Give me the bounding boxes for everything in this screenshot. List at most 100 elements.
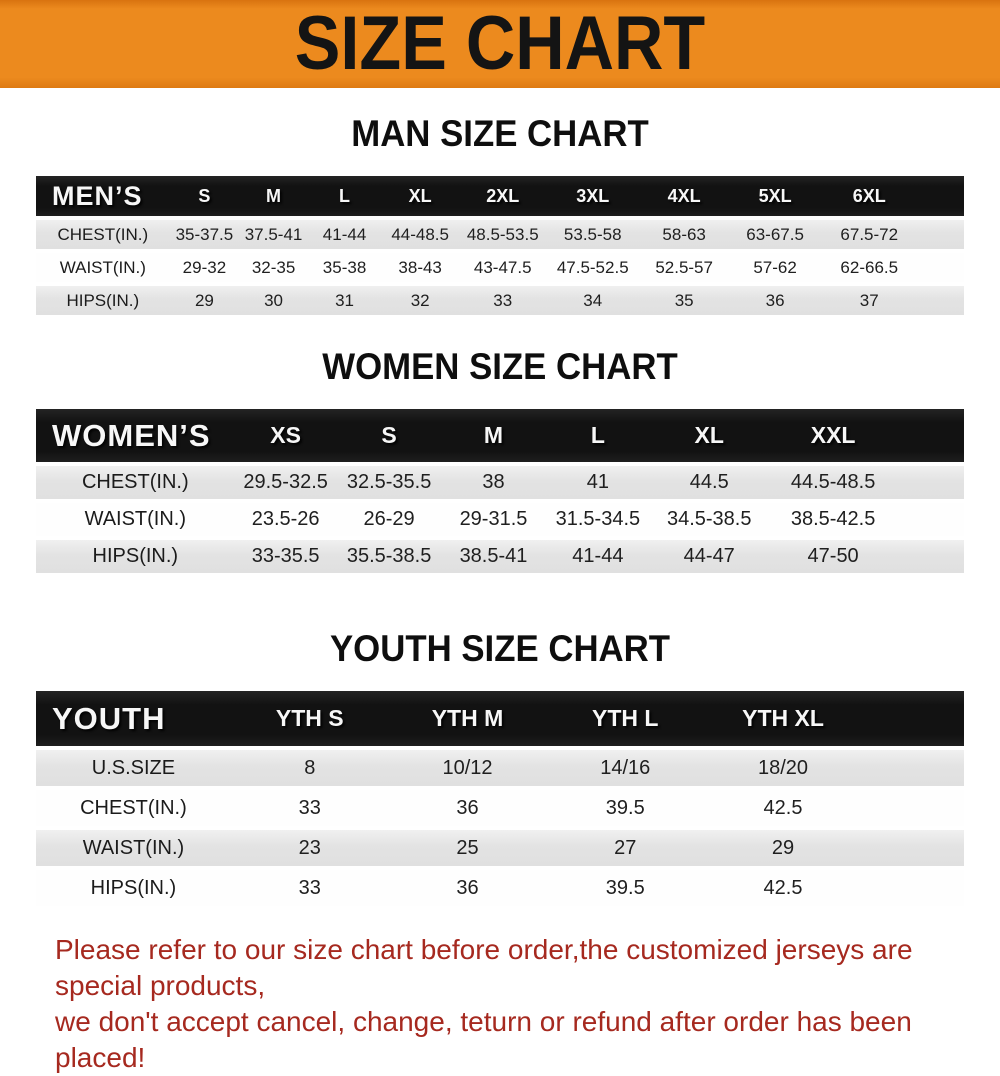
size-value-cell: 67.5-72 bbox=[821, 220, 918, 249]
row-filler-cell bbox=[861, 790, 964, 826]
size-value-cell: 36 bbox=[388, 790, 547, 826]
size-header-cell: YTH S bbox=[230, 691, 389, 746]
row-filler-cell bbox=[861, 750, 964, 786]
row-label: WAIST(IN.) bbox=[36, 830, 231, 866]
size-header-cell: M bbox=[239, 176, 308, 216]
size-value-cell: 44.5 bbox=[650, 466, 769, 499]
table-corner-label: YOUTH bbox=[36, 691, 231, 746]
size-value-cell: 29.5-32.5 bbox=[234, 466, 337, 499]
youth-table-header-row: YOUTH YTH S YTH M YTH L YTH XL bbox=[36, 691, 964, 746]
note-line-2: we don't accept cancel, change, teturn o… bbox=[55, 1006, 912, 1073]
size-value-cell: 52.5-57 bbox=[639, 253, 730, 282]
size-value-cell: 34.5-38.5 bbox=[650, 503, 769, 536]
youth-section-title: YOUTH SIZE CHART bbox=[329, 628, 671, 669]
row-filler-cell bbox=[898, 503, 964, 536]
size-value-cell: 33-35.5 bbox=[234, 540, 337, 573]
row-label: CHEST(IN.) bbox=[36, 790, 231, 826]
header-filler-cell bbox=[861, 691, 964, 746]
size-value-cell: 38.5-41 bbox=[441, 540, 546, 573]
size-value-cell: 35 bbox=[639, 286, 730, 315]
row-label: HIPS(IN.) bbox=[36, 286, 170, 315]
women-table-header-row: WOMEN’S XS S M L XL XXL bbox=[36, 409, 964, 462]
row-filler-cell bbox=[917, 220, 964, 249]
size-value-cell: 31.5-34.5 bbox=[545, 503, 651, 536]
size-value-cell: 43-47.5 bbox=[459, 253, 547, 282]
size-header-cell: XL bbox=[650, 409, 769, 462]
size-value-cell: 44-47 bbox=[650, 540, 769, 573]
size-value-cell: 33 bbox=[230, 870, 389, 906]
table-row: WAIST(IN.) 23.5-26 26-29 29-31.5 31.5-34.5 34… bbox=[36, 503, 964, 536]
size-header-cell: L bbox=[307, 176, 382, 216]
row-filler-cell bbox=[861, 830, 964, 866]
row-filler-cell bbox=[861, 870, 964, 906]
size-value-cell: 58-63 bbox=[639, 220, 730, 249]
size-value-cell: 42.5 bbox=[704, 790, 862, 826]
page-title: SIZE CHART bbox=[294, 1, 706, 86]
size-value-cell: 35-38 bbox=[307, 253, 382, 282]
women-size-table: WOMEN’S XS S M L XL XXL CHEST(IN.) 29.5-32.5 32.… bbox=[36, 405, 964, 577]
row-label: WAIST(IN.) bbox=[36, 253, 170, 282]
table-row: CHEST(IN.) 35-37.5 37.5-41 41-44 44-48.5 48.5… bbox=[36, 220, 964, 249]
table-row: HIPS(IN.) 33-35.5 35.5-38.5 38.5-41 41-44 44-… bbox=[36, 540, 964, 573]
row-label: WAIST(IN.) bbox=[36, 503, 235, 536]
table-row: WAIST(IN.) 29-32 32-35 35-38 38-43 43-47.5 47.… bbox=[36, 253, 964, 282]
table-row: U.S.SIZE 8 10/12 14/16 18/20 bbox=[36, 750, 964, 786]
size-value-cell: 30 bbox=[239, 286, 308, 315]
size-value-cell: 36 bbox=[729, 286, 822, 315]
size-header-cell: S bbox=[336, 409, 442, 462]
size-value-cell: 35.5-38.5 bbox=[336, 540, 442, 573]
size-value-cell: 34 bbox=[546, 286, 640, 315]
row-label: HIPS(IN.) bbox=[36, 870, 231, 906]
size-value-cell: 38.5-42.5 bbox=[768, 503, 899, 536]
size-value-cell: 18/20 bbox=[704, 750, 862, 786]
table-corner-label: WOMEN’S bbox=[36, 409, 235, 462]
man-table-header-row: MEN’S S M L XL 2XL 3XL 4XL 5XL 6XL bbox=[36, 176, 964, 216]
size-value-cell: 35-37.5 bbox=[169, 220, 240, 249]
size-value-cell: 25 bbox=[388, 830, 547, 866]
row-label: CHEST(IN.) bbox=[36, 220, 170, 249]
row-label: U.S.SIZE bbox=[36, 750, 231, 786]
size-value-cell: 63-67.5 bbox=[729, 220, 822, 249]
size-header-cell: YTH XL bbox=[704, 691, 862, 746]
size-value-cell: 32.5-35.5 bbox=[336, 466, 442, 499]
size-header-cell: YTH M bbox=[388, 691, 547, 746]
table-row: CHEST(IN.) 33 36 39.5 42.5 bbox=[36, 790, 964, 826]
row-label: HIPS(IN.) bbox=[36, 540, 235, 573]
table-row: WAIST(IN.) 23 25 27 29 bbox=[36, 830, 964, 866]
size-header-cell: XL bbox=[381, 176, 460, 216]
size-value-cell: 23 bbox=[230, 830, 389, 866]
size-value-cell: 48.5-53.5 bbox=[459, 220, 547, 249]
size-header-cell: 6XL bbox=[821, 176, 918, 216]
size-value-cell: 33 bbox=[230, 790, 389, 826]
size-value-cell: 26-29 bbox=[336, 503, 442, 536]
size-value-cell: 37.5-41 bbox=[239, 220, 308, 249]
size-value-cell: 31 bbox=[307, 286, 382, 315]
banner: SIZE CHART bbox=[0, 0, 1000, 88]
size-value-cell: 57-62 bbox=[729, 253, 822, 282]
youth-size-section: YOUTH SIZE CHART YOUTH YTH S YTH M YTH L YTH… bbox=[0, 627, 1000, 910]
size-value-cell: 47.5-52.5 bbox=[546, 253, 640, 282]
size-value-cell: 23.5-26 bbox=[234, 503, 337, 536]
table-corner-label: MEN’S bbox=[36, 176, 170, 216]
size-header-cell: YTH L bbox=[546, 691, 705, 746]
size-value-cell: 37 bbox=[821, 286, 918, 315]
man-size-section: MAN SIZE CHART MEN’S S M L XL 2XL 3XL 4XL 5XL 6XL… bbox=[0, 112, 1000, 319]
size-value-cell: 44-48.5 bbox=[381, 220, 460, 249]
size-value-cell: 53.5-58 bbox=[546, 220, 640, 249]
row-filler-cell bbox=[898, 540, 964, 573]
size-header-cell: L bbox=[545, 409, 651, 462]
women-size-section: WOMEN SIZE CHART WOMEN’S XS S M L XL XXL CHEST… bbox=[0, 345, 1000, 577]
man-section-title: MAN SIZE CHART bbox=[351, 113, 649, 154]
size-value-cell: 41-44 bbox=[545, 540, 651, 573]
row-label: CHEST(IN.) bbox=[36, 466, 235, 499]
row-filler-cell bbox=[898, 466, 964, 499]
table-row: HIPS(IN.) 33 36 39.5 42.5 bbox=[36, 870, 964, 906]
size-value-cell: 39.5 bbox=[546, 790, 705, 826]
header-filler-cell bbox=[917, 176, 964, 216]
size-value-cell: 62-66.5 bbox=[821, 253, 918, 282]
size-value-cell: 38-43 bbox=[381, 253, 460, 282]
size-header-cell: 3XL bbox=[546, 176, 640, 216]
size-header-cell: XXL bbox=[768, 409, 899, 462]
size-value-cell: 32 bbox=[381, 286, 460, 315]
